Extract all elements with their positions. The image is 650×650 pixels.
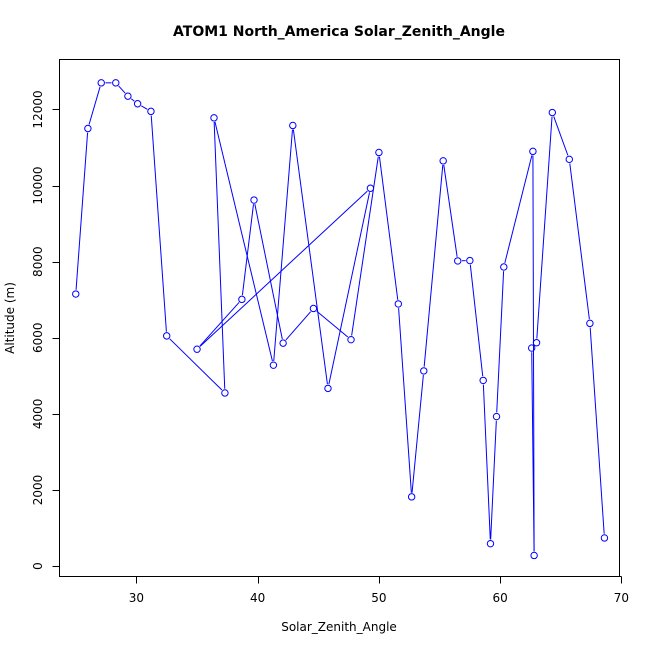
series-segment (141, 105, 148, 110)
series-segment (351, 156, 379, 336)
data-point (500, 263, 508, 271)
series-segment (150, 115, 167, 332)
series-segment (504, 155, 533, 264)
data-point (289, 121, 297, 130)
x-tick-label: 60 (493, 591, 508, 605)
series-segment (482, 384, 491, 540)
data-point (466, 256, 474, 265)
data-point (133, 100, 142, 108)
series-segment (285, 311, 312, 341)
chart-title: ATOM1 North_America Solar_Zenith_Angle (173, 24, 505, 40)
series-segment (589, 327, 605, 534)
series-segment (118, 85, 126, 94)
series-segment (536, 116, 553, 339)
series-segment (169, 338, 223, 391)
series-segment (398, 308, 412, 493)
x-tick-label: 50 (371, 591, 386, 605)
data-point (347, 335, 355, 344)
y-tick-label: 0 (31, 562, 45, 570)
data-point (193, 345, 201, 353)
y-tick-label: 4000 (31, 399, 45, 430)
data-point (112, 79, 120, 87)
data-point (221, 389, 229, 397)
x-tick-label: 30 (129, 591, 144, 605)
series-segment (316, 310, 349, 338)
data-point (97, 79, 105, 87)
series-segment (254, 204, 283, 340)
data-point (527, 344, 536, 352)
series-segment (75, 132, 89, 290)
data-point (548, 108, 557, 117)
series-segment (292, 129, 328, 385)
data-point (420, 367, 428, 375)
series-segment (496, 271, 505, 413)
data-point (279, 339, 287, 347)
data-point (250, 196, 258, 204)
series-segment (411, 375, 424, 493)
series-points (72, 79, 609, 560)
data-point (532, 339, 541, 347)
plot-area-frame (59, 59, 620, 577)
x-tick-label: 70 (614, 591, 629, 605)
y-tick-label: 8000 (31, 246, 45, 277)
y-tick-label: 6000 (31, 323, 45, 354)
data-point (394, 300, 403, 308)
data-point (210, 114, 218, 122)
y-axis: 0 2000 4000 6000 8000 10000 12000 (31, 90, 60, 570)
data-point (486, 539, 495, 548)
data-point (454, 257, 462, 265)
data-point (565, 155, 573, 164)
data-point (147, 107, 155, 116)
data-point (269, 361, 278, 369)
data-point (407, 493, 416, 501)
series-segment (378, 156, 399, 300)
series-segment (531, 352, 535, 552)
series-segment (273, 129, 293, 362)
x-axis: 30 40 50 60 70 (129, 576, 629, 605)
series-lines (75, 82, 605, 552)
data-point (492, 412, 501, 421)
y-tick-label: 2000 (31, 475, 45, 506)
data-point (309, 304, 318, 313)
series-segment (199, 190, 368, 347)
series-segment (199, 302, 240, 347)
data-point (366, 184, 375, 192)
series-segment (328, 192, 371, 385)
series-segment (130, 98, 135, 102)
data-point (600, 534, 609, 542)
x-tick-label: 40 (250, 591, 265, 605)
data-point (72, 290, 80, 298)
data-point (84, 124, 92, 133)
x-axis-label: Solar_Zenith_Angle (281, 620, 397, 634)
y-tick-label: 12000 (31, 90, 45, 128)
series-segment (532, 155, 535, 552)
y-axis-label: Altitude (m) (3, 282, 17, 354)
series-segment (553, 116, 569, 156)
series-segment (443, 164, 458, 257)
data-point (439, 157, 447, 165)
data-point (479, 376, 487, 385)
series-segment (423, 164, 444, 367)
series-segment (569, 163, 590, 320)
data-point (586, 319, 594, 328)
series-segment (469, 264, 484, 377)
series-segment (214, 121, 273, 362)
series-segment (213, 122, 226, 389)
data-point (530, 551, 538, 560)
series-segment (490, 420, 497, 540)
data-point (163, 332, 171, 340)
data-point (529, 147, 537, 156)
series-segment (241, 204, 255, 296)
data-point (324, 384, 332, 393)
data-point (124, 92, 132, 100)
data-point (238, 295, 246, 304)
series-segment (88, 86, 101, 125)
y-tick-label: 10000 (31, 166, 45, 204)
data-point (375, 148, 383, 157)
